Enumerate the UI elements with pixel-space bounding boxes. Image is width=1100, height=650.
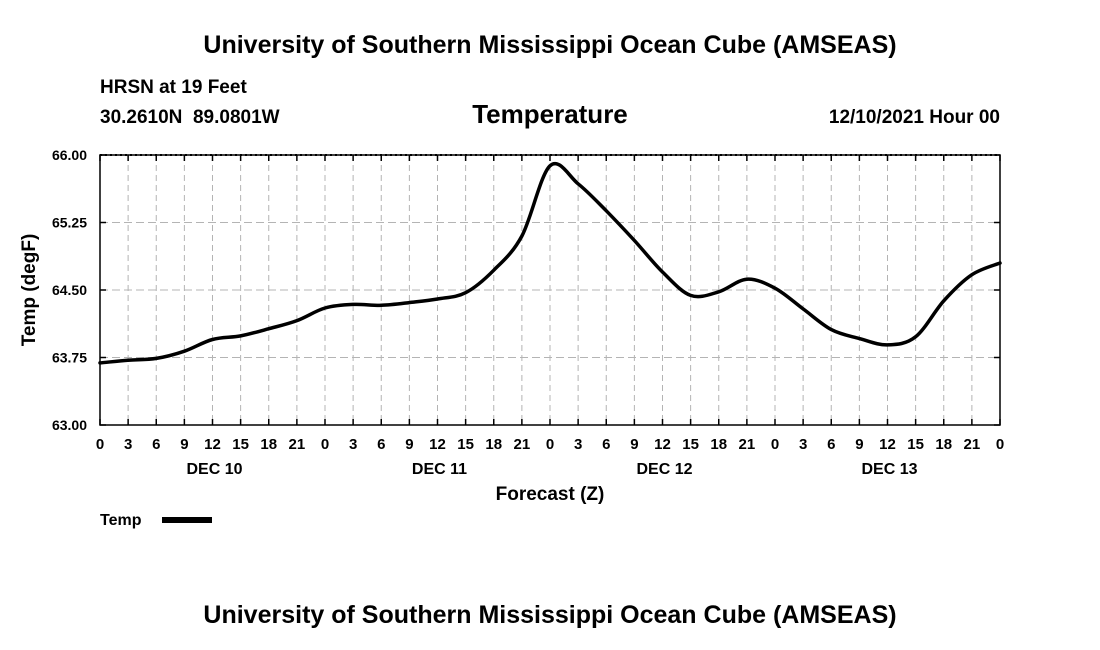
- x-tick-label: 6: [602, 436, 610, 453]
- legend-label: Temp: [100, 512, 142, 529]
- x-tick-label: 9: [180, 436, 188, 453]
- x-tick-label: 9: [405, 436, 413, 453]
- x-tick-label: 9: [630, 436, 638, 453]
- x-tick-label: 9: [855, 436, 863, 453]
- x-tick-label: 15: [907, 436, 924, 453]
- day-label: DEC 12: [636, 461, 692, 478]
- x-tick-label: 6: [827, 436, 835, 453]
- x-tick-label: 18: [710, 436, 727, 453]
- x-tick-label: 3: [124, 436, 132, 453]
- y-tick-label: 66.00: [52, 147, 87, 163]
- x-tick-label: 21: [739, 436, 756, 453]
- x-tick-label: 0: [321, 436, 329, 453]
- x-tick-label: 18: [260, 436, 277, 453]
- footer-title: University of Southern Mississippi Ocean…: [203, 601, 897, 629]
- grid-layer: [100, 155, 1000, 425]
- x-tick-label: 12: [204, 436, 221, 453]
- x-tick-label: 12: [654, 436, 671, 453]
- x-tick-label: 12: [879, 436, 896, 453]
- day-labels: DEC 10 DEC 11 DEC 12 DEC 13: [186, 461, 917, 478]
- series-line-temp: [98, 162, 1002, 365]
- x-axis-label: Forecast (Z): [496, 484, 605, 505]
- x-tick-label: 12: [429, 436, 446, 453]
- header-title: University of Southern Mississippi Ocean…: [203, 31, 897, 59]
- y-tick-label: 63.75: [52, 350, 87, 366]
- x-tick-label: 6: [152, 436, 160, 453]
- x-tick-label: 6: [377, 436, 385, 453]
- x-tick-label: 0: [546, 436, 554, 453]
- x-tick-label: 0: [771, 436, 779, 453]
- coordinates-label: 30.2610N 89.0801W: [100, 107, 280, 128]
- ticks-layer: [99, 154, 1001, 426]
- chart-title: Temperature: [472, 99, 628, 129]
- x-tick-label: 15: [682, 436, 699, 453]
- y-tick-label: 65.25: [52, 215, 87, 231]
- x-tick-label: 21: [514, 436, 531, 453]
- x-tick-label: 18: [935, 436, 952, 453]
- x-tick-label: 3: [349, 436, 357, 453]
- x-tick-label: 21: [289, 436, 306, 453]
- datetime-label: 12/10/2021 Hour 00: [828, 107, 1000, 128]
- x-tick-label: 0: [96, 436, 104, 453]
- day-label: DEC 11: [412, 461, 467, 478]
- x-tick-label: 3: [574, 436, 582, 453]
- day-label: DEC 10: [186, 461, 242, 478]
- x-tick-label: 21: [964, 436, 981, 453]
- x-tick-label: 18: [485, 436, 502, 453]
- x-tick-label: 0: [996, 436, 1004, 453]
- y-tick-label: 63.00: [52, 417, 87, 433]
- station-label: HRSN at 19 Feet: [100, 77, 247, 98]
- day-label: DEC 13: [861, 461, 917, 478]
- x-tick-labels: 0 3 6 9 12 15 18 21 0 3 6 9 12 15 18 21 0 3 6 9 12 15 18 21 0 3 6 9…: [96, 436, 1004, 453]
- x-tick-label: 3: [799, 436, 807, 453]
- y-tick-label: 64.50: [52, 282, 87, 298]
- y-axis-label: Temp (degF): [19, 234, 40, 347]
- x-tick-label: 15: [232, 436, 249, 453]
- x-tick-label: 15: [457, 436, 474, 453]
- y-tick-labels: 63.00 63.75 64.50 65.25 66.00: [52, 147, 87, 433]
